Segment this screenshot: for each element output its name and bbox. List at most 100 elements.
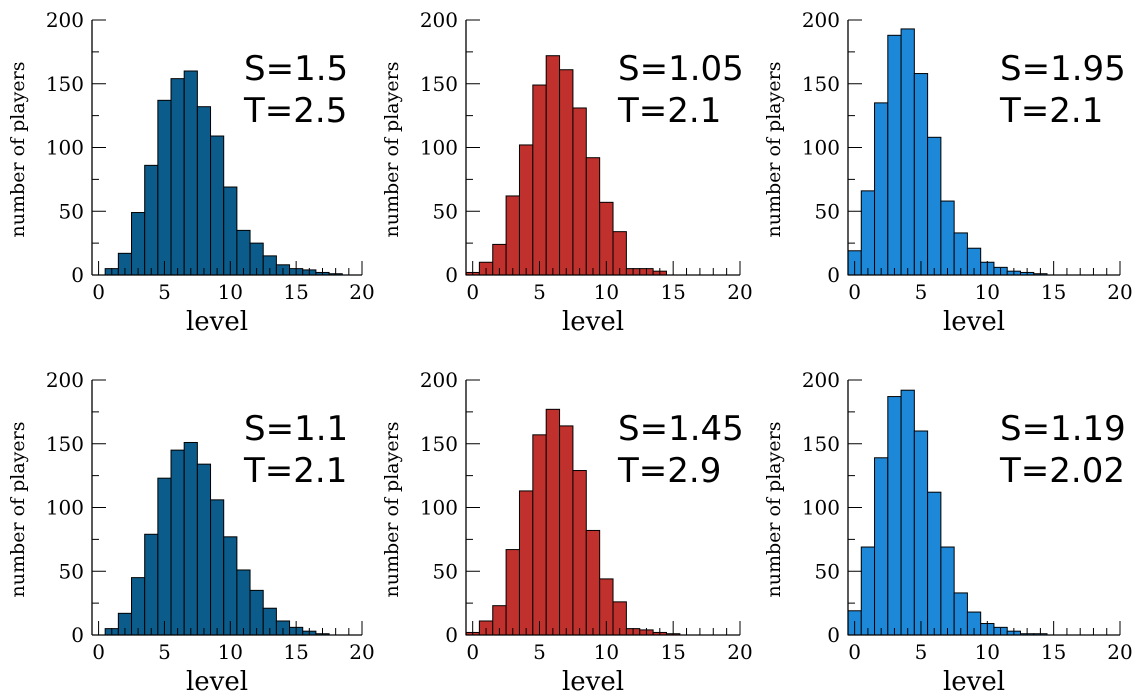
x-tick-label: 20: [727, 640, 752, 664]
parameter-annotation: S=1.5: [244, 49, 348, 89]
histogram-bar: [170, 78, 185, 276]
histogram-bar: [913, 73, 929, 276]
histogram-bar: [518, 144, 534, 276]
y-tick-label: 50: [815, 559, 840, 583]
parameter-annotation: T=2.1: [999, 91, 1103, 131]
x-tick-label: 5: [915, 640, 928, 664]
histogram-bar: [874, 457, 889, 636]
y-tick-label: 0: [71, 263, 84, 287]
x-tick-label: 5: [158, 280, 171, 304]
histogram-bar: [131, 577, 146, 636]
y-tick-label: 200: [802, 8, 840, 32]
histogram-bar: [505, 195, 520, 276]
histogram-bar: [874, 102, 889, 276]
y-tick-label: 200: [46, 8, 84, 32]
y-tick-label: 100: [802, 136, 840, 160]
histogram-bar: [913, 430, 929, 636]
y-axis-title: number of players: [7, 62, 29, 238]
x-tick-label: 20: [1107, 280, 1132, 304]
y-tick-label: 0: [71, 623, 84, 647]
x-tick-label: 20: [349, 280, 374, 304]
x-tick-label: 5: [158, 640, 171, 664]
histogram-bar: [887, 396, 902, 636]
histogram-bar: [900, 389, 915, 636]
histogram-bar: [210, 499, 225, 636]
histogram-bar: [183, 441, 198, 636]
x-tick-label: 5: [533, 280, 546, 304]
y-tick-label: 50: [433, 559, 458, 583]
parameter-annotation: S=1.45: [618, 409, 744, 449]
x-tick-label: 0: [466, 640, 479, 664]
y-tick-label: 50: [433, 199, 458, 223]
y-tick-label: 200: [802, 368, 840, 392]
x-tick-label: 15: [1041, 640, 1066, 664]
x-tick-label: 10: [594, 640, 619, 664]
histogram-bar: [572, 470, 587, 636]
y-tick-label: 150: [802, 432, 840, 456]
x-axis-title: level: [186, 667, 248, 697]
parameter-annotation: T=2.1: [243, 451, 347, 491]
histogram-bar: [170, 449, 185, 636]
x-tick-label: 0: [92, 280, 105, 304]
histogram-bar: [585, 529, 601, 636]
histogram-bar: [157, 477, 172, 636]
y-axis-title: number of players: [381, 422, 403, 598]
x-tick-label: 5: [915, 280, 928, 304]
y-tick-label: 0: [827, 623, 840, 647]
x-tick-label: 5: [533, 640, 546, 664]
x-axis-title: level: [562, 307, 624, 337]
y-tick-label: 100: [420, 496, 458, 520]
histogram-bar: [559, 425, 574, 636]
histogram-bar: [518, 490, 534, 636]
histogram-bar: [157, 99, 172, 276]
histogram-bar: [860, 546, 876, 636]
y-tick-label: 0: [445, 623, 458, 647]
histogram-bar: [927, 136, 942, 276]
histogram-bar: [532, 84, 547, 276]
histogram-bar: [887, 34, 902, 276]
histogram-bar: [131, 212, 146, 276]
x-axis-title: level: [562, 667, 624, 697]
x-tick-label: 15: [1041, 280, 1066, 304]
histogram-bar: [559, 69, 574, 276]
y-tick-label: 150: [802, 72, 840, 96]
y-tick-label: 200: [46, 368, 84, 392]
y-tick-label: 50: [59, 199, 84, 223]
x-tick-label: 20: [349, 640, 374, 664]
histogram-bar: [900, 28, 915, 276]
y-tick-label: 0: [827, 263, 840, 287]
histogram-bar: [572, 107, 587, 276]
x-tick-label: 20: [1107, 640, 1132, 664]
histogram-bar: [940, 546, 955, 636]
histogram-bar: [144, 533, 159, 636]
x-tick-label: 0: [848, 280, 861, 304]
parameter-annotation: S=1.95: [1000, 49, 1126, 89]
y-tick-label: 150: [46, 72, 84, 96]
x-axis-title: level: [186, 307, 248, 337]
x-axis-title: level: [943, 307, 1005, 337]
y-axis-title: number of players: [763, 62, 785, 238]
y-axis-title: number of players: [7, 422, 29, 598]
x-tick-label: 0: [848, 640, 861, 664]
x-tick-label: 10: [975, 280, 1000, 304]
x-tick-label: 15: [660, 640, 685, 664]
histogram-bar: [183, 70, 198, 276]
histogram-bar: [585, 157, 601, 276]
histogram-bar: [927, 491, 942, 636]
y-axis-title: number of players: [763, 422, 785, 598]
x-tick-label: 0: [466, 280, 479, 304]
histogram-bar: [210, 135, 225, 276]
histogram-bar: [236, 569, 251, 636]
y-tick-label: 0: [445, 263, 458, 287]
y-tick-label: 200: [420, 368, 458, 392]
x-tick-label: 10: [218, 640, 243, 664]
parameter-annotation: S=1.19: [1000, 409, 1126, 449]
x-tick-label: 10: [218, 280, 243, 304]
y-tick-label: 50: [815, 199, 840, 223]
histogram-bar: [940, 200, 955, 276]
